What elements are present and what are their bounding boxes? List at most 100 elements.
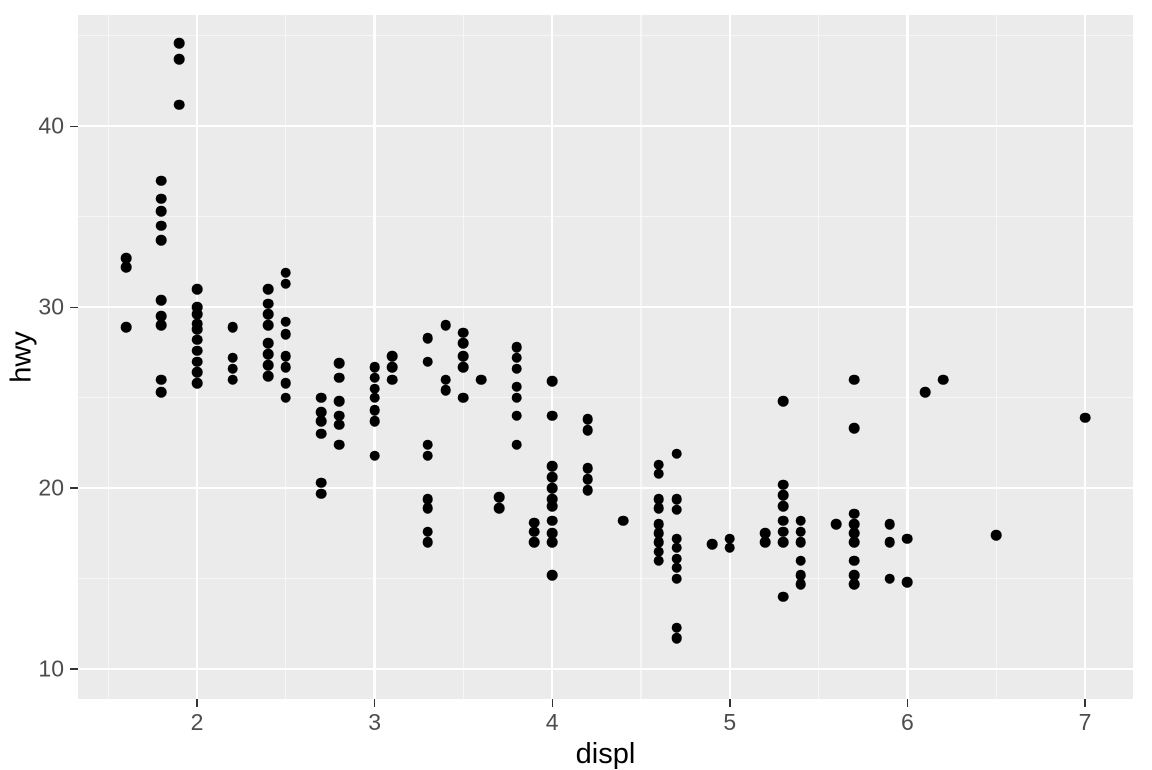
data-point bbox=[849, 579, 860, 590]
y-tick-mark bbox=[70, 668, 78, 669]
data-point bbox=[671, 573, 682, 584]
data-point bbox=[653, 519, 664, 530]
y-tick-mark bbox=[70, 307, 78, 308]
data-point bbox=[1080, 412, 1091, 423]
data-point bbox=[263, 284, 274, 295]
y-tick-label: 40 bbox=[38, 115, 64, 138]
x-grid-major bbox=[906, 15, 908, 699]
plot-panel bbox=[78, 15, 1133, 699]
data-point bbox=[156, 193, 167, 204]
x-tick-label: 4 bbox=[546, 711, 559, 734]
data-point bbox=[529, 537, 540, 548]
data-point bbox=[227, 322, 238, 333]
data-point bbox=[476, 374, 487, 385]
data-point bbox=[369, 362, 380, 373]
data-point bbox=[778, 515, 789, 526]
data-point bbox=[263, 371, 274, 382]
data-point bbox=[458, 362, 469, 373]
data-point bbox=[778, 396, 789, 407]
data-point bbox=[334, 439, 345, 450]
data-point bbox=[511, 439, 522, 450]
data-point bbox=[778, 591, 789, 602]
x-grid-major bbox=[1084, 15, 1086, 699]
data-point bbox=[192, 302, 203, 313]
data-point bbox=[778, 537, 789, 548]
y-axis-title: hwy bbox=[8, 331, 37, 383]
data-point bbox=[156, 387, 167, 398]
data-point bbox=[316, 477, 327, 488]
data-point bbox=[511, 382, 522, 393]
data-point bbox=[192, 335, 203, 346]
x-grid-minor bbox=[996, 15, 997, 699]
scatter-chart: displ hwy 23456710203040 bbox=[0, 0, 1152, 768]
data-point bbox=[281, 329, 292, 340]
data-point bbox=[156, 311, 167, 322]
data-point bbox=[796, 579, 807, 590]
data-point bbox=[156, 295, 167, 306]
data-point bbox=[440, 385, 451, 396]
data-point bbox=[902, 534, 913, 545]
data-point bbox=[547, 494, 558, 505]
data-point bbox=[369, 373, 380, 384]
data-point bbox=[653, 468, 664, 479]
data-point bbox=[582, 414, 593, 425]
x-axis-title: displ bbox=[576, 740, 636, 769]
data-point bbox=[423, 450, 434, 461]
data-point bbox=[263, 309, 274, 320]
data-point bbox=[671, 505, 682, 516]
data-point bbox=[227, 363, 238, 374]
data-point bbox=[511, 342, 522, 353]
data-point bbox=[849, 555, 860, 566]
data-point bbox=[582, 463, 593, 474]
data-point bbox=[511, 363, 522, 374]
data-point bbox=[582, 425, 593, 436]
data-point bbox=[582, 474, 593, 485]
y-grid-major bbox=[78, 125, 1133, 127]
data-point bbox=[884, 573, 895, 584]
x-tick-mark bbox=[552, 699, 553, 707]
data-point bbox=[547, 472, 558, 483]
data-point bbox=[263, 349, 274, 360]
data-point bbox=[653, 528, 664, 539]
x-grid-major bbox=[551, 15, 553, 699]
data-point bbox=[653, 459, 664, 470]
x-grid-minor bbox=[108, 15, 109, 699]
x-grid-minor bbox=[818, 15, 819, 699]
data-point bbox=[849, 528, 860, 539]
data-point bbox=[778, 526, 789, 537]
data-point bbox=[671, 534, 682, 545]
data-point bbox=[281, 278, 292, 289]
y-tick-mark bbox=[70, 487, 78, 488]
data-point bbox=[156, 206, 167, 217]
y-grid-major bbox=[78, 487, 1133, 489]
data-point bbox=[334, 373, 345, 384]
data-point bbox=[547, 411, 558, 422]
y-grid-major bbox=[78, 306, 1133, 308]
data-point bbox=[334, 358, 345, 369]
data-point bbox=[547, 537, 558, 548]
data-point bbox=[316, 407, 327, 418]
data-point bbox=[192, 284, 203, 295]
data-point bbox=[316, 429, 327, 440]
data-point bbox=[796, 526, 807, 537]
data-point bbox=[849, 374, 860, 385]
data-point bbox=[511, 392, 522, 403]
data-point bbox=[725, 534, 736, 545]
x-tick-mark bbox=[729, 699, 730, 707]
data-point bbox=[991, 530, 1002, 541]
data-point bbox=[369, 383, 380, 394]
data-point bbox=[653, 503, 664, 514]
data-point bbox=[263, 298, 274, 309]
data-point bbox=[494, 492, 505, 503]
data-point bbox=[849, 537, 860, 548]
data-point bbox=[387, 374, 398, 385]
data-point bbox=[281, 378, 292, 389]
data-point bbox=[423, 333, 434, 344]
y-grid-minor bbox=[78, 35, 1133, 36]
data-point bbox=[671, 543, 682, 554]
data-point bbox=[831, 519, 842, 530]
y-tick-label: 10 bbox=[38, 658, 64, 681]
data-point bbox=[121, 262, 132, 273]
data-point bbox=[174, 38, 185, 49]
data-point bbox=[423, 503, 434, 514]
